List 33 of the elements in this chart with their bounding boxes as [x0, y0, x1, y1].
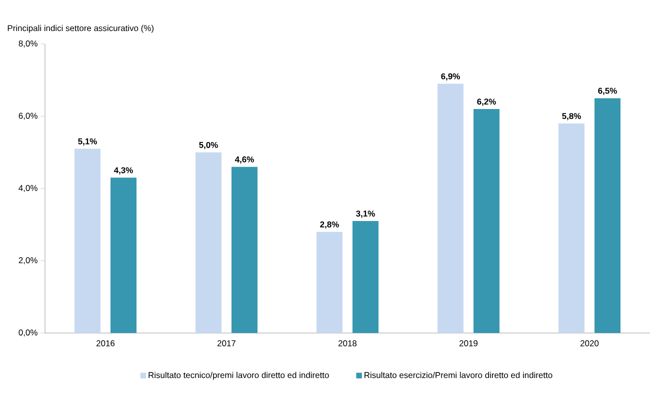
bar	[232, 166, 258, 333]
data-label: 5,8%	[562, 113, 581, 120]
bar	[594, 98, 620, 333]
data-label: 3,1%	[356, 210, 375, 218]
data-label: 4,6%	[234, 156, 254, 164]
y-tick-label: 6,0%	[18, 112, 38, 120]
legend-label: Risultato tecnico/premi lavoro diretto ed indiretto	[148, 372, 329, 380]
bar	[438, 84, 464, 333]
x-tick-label: 2018	[338, 340, 357, 346]
data-label: 6,9%	[441, 73, 460, 81]
chart-title: Principali indici settore assicurativo (%)	[8, 24, 154, 33]
bar	[352, 221, 378, 333]
bar	[110, 178, 136, 333]
y-tick-label: 2,0%	[18, 257, 38, 264]
data-label: 6,5%	[598, 88, 617, 95]
x-tick-label: 2019	[460, 340, 478, 346]
data-label: 2,8%	[320, 221, 339, 229]
x-tick-label: 2020	[580, 340, 599, 346]
bar	[316, 232, 342, 333]
legend-label: Risultato esercizio/Premi lavoro diretto ed indiretto	[364, 372, 552, 378]
data-label: 4,3%	[114, 167, 133, 174]
data-label: 5,0%	[199, 142, 218, 150]
bar	[474, 109, 500, 333]
y-tick-label: 0,0%	[18, 330, 38, 336]
bar	[196, 152, 222, 333]
bar	[558, 123, 584, 333]
x-tick-label: 2016	[96, 340, 115, 346]
x-tick-label: 2017	[218, 340, 236, 346]
y-tick-label: 8,0%	[18, 40, 38, 48]
data-label: 5,1%	[78, 138, 97, 146]
data-label: 6,2%	[477, 98, 496, 106]
bar	[74, 148, 100, 333]
y-tick-label: 4,0%	[18, 185, 38, 192]
